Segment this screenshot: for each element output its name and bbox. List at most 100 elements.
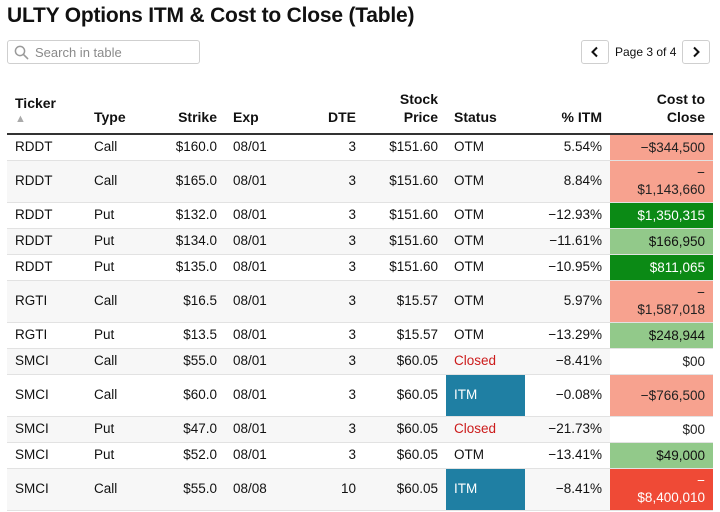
cell-cost-to-close: − $1,143,660 <box>610 160 713 203</box>
cell-cost-to-close: $248,944 <box>610 322 713 349</box>
cell-dte: 3 <box>283 348 364 375</box>
cell-itm-pct: −11.61% <box>525 228 610 255</box>
cell-itm-pct: −13.29% <box>525 322 610 349</box>
chevron-right-icon <box>693 46 701 58</box>
col-ticker[interactable]: Ticker ▲ <box>7 84 86 135</box>
col-type[interactable]: Type <box>86 84 146 135</box>
cell-stock-price: $60.05 <box>364 510 446 512</box>
cell-exp: 08/01 <box>225 442 283 469</box>
cell-itm-pct: 5.97% <box>525 280 610 323</box>
cell-exp: 08/08 <box>225 510 283 512</box>
col-stock-price[interactable]: Stock Price <box>364 84 446 135</box>
cell-itm-pct: −12.93% <box>525 202 610 229</box>
cell-strike: $16.5 <box>146 280 225 323</box>
cell-cost-to-close: $1,350,315 <box>610 202 713 229</box>
cell-cost-to-close: −$344,500 <box>610 134 713 161</box>
table-row: SMCI Call $55.0 08/01 3 $60.05 Closed −8.41% $00 <box>7 348 713 375</box>
cell-dte: 3 <box>283 134 364 161</box>
cell-itm-pct: 8.24% <box>525 510 610 512</box>
col-dte[interactable]: DTE <box>283 84 364 135</box>
cell-type: Call <box>86 348 146 375</box>
col-cost-line2: Close <box>666 109 705 125</box>
cell-ticker: RGTI <box>7 280 86 323</box>
cell-exp: 08/01 <box>225 348 283 375</box>
cell-stock-price: $151.60 <box>364 134 446 161</box>
cell-status: OTM <box>446 228 525 255</box>
cost-value: $811,065 <box>649 259 705 275</box>
table-row: SMCI Call $60.0 08/01 3 $60.05 ITM −0.08% −$766,… <box>7 374 713 417</box>
cost-value-wrapped: $1,143,660 <box>637 182 705 197</box>
col-itm-pct[interactable]: % ITM <box>525 84 610 135</box>
options-table: Ticker ▲ Type Strike Exp DTE Stock Price… <box>7 84 713 512</box>
cell-itm-pct: −13.41% <box>525 442 610 469</box>
cell-cost-to-close: $49,000 <box>610 442 713 469</box>
cell-strike: $55.0 <box>146 468 225 511</box>
cost-value: − <box>697 285 705 300</box>
cell-status: ITM <box>446 374 525 417</box>
col-status[interactable]: Status <box>446 84 525 135</box>
table-row: SMCI Put $52.0 08/01 3 $60.05 OTM −13.41% $49,00… <box>7 442 713 469</box>
col-exp[interactable]: Exp <box>225 84 283 135</box>
cell-ticker: SMCI <box>7 374 86 417</box>
cell-stock-price: $151.60 <box>364 160 446 203</box>
cell-type: Call <box>86 134 146 161</box>
col-strike[interactable]: Strike <box>146 84 225 135</box>
cell-ticker: SMCI <box>7 468 86 511</box>
cell-dte: 3 <box>283 416 364 443</box>
cell-strike: $132.0 <box>146 202 225 229</box>
cost-value: − <box>697 473 705 488</box>
cost-value: −$766,500 <box>640 387 705 403</box>
search-box[interactable] <box>7 40 200 64</box>
cell-type: Put <box>86 322 146 349</box>
cell-cost-to-close: $00 <box>610 348 713 375</box>
col-ticker-label: Ticker <box>15 95 56 111</box>
cell-status: Closed <box>446 416 525 443</box>
cost-value-wrapped: $8,400,010 <box>637 490 705 505</box>
cell-itm-pct: −8.41% <box>525 468 610 511</box>
cell-exp: 08/01 <box>225 280 283 323</box>
cell-dte: 3 <box>283 160 364 203</box>
search-input[interactable] <box>35 44 185 60</box>
cell-exp: 08/01 <box>225 202 283 229</box>
cell-stock-price: $15.57 <box>364 322 446 349</box>
cost-value: $00 <box>682 421 705 437</box>
cell-status: OTM <box>446 280 525 323</box>
cell-strike: $47.0 <box>146 416 225 443</box>
prev-page-button[interactable] <box>581 40 609 64</box>
cell-strike: $52.0 <box>146 442 225 469</box>
cell-exp: 08/01 <box>225 374 283 417</box>
next-page-button[interactable] <box>682 40 711 64</box>
search-icon <box>14 45 29 59</box>
cell-strike: $60.0 <box>146 374 225 417</box>
cell-ticker: SMCI <box>7 510 86 512</box>
cell-stock-price: $60.05 <box>364 416 446 443</box>
table-row: RDDT Put $132.0 08/01 3 $151.60 OTM −12.93% $1,3… <box>7 202 713 229</box>
page-indicator: Page 3 of 4 <box>615 45 677 59</box>
cell-stock-price: $151.60 <box>364 202 446 229</box>
cost-value: $1,350,315 <box>637 207 705 223</box>
cell-itm-pct: 5.54% <box>525 134 610 161</box>
cell-ticker: RDDT <box>7 228 86 255</box>
cell-strike: $65.0 <box>146 510 225 512</box>
cell-itm-pct: −0.08% <box>525 374 610 417</box>
cell-exp: 08/01 <box>225 254 283 281</box>
cell-cost-to-close: $811,065 <box>610 254 713 281</box>
cell-cost-to-close: −$766,500 <box>610 374 713 417</box>
cost-value: −$344,500 <box>640 139 705 155</box>
cell-type: Put <box>86 202 146 229</box>
cell-dte: 10 <box>283 510 364 512</box>
cell-strike: $13.5 <box>146 322 225 349</box>
col-cost-to-close[interactable]: Cost to Close <box>610 84 713 135</box>
cell-type: Call <box>86 374 146 417</box>
cell-ticker: RDDT <box>7 202 86 229</box>
table-row: SMCI Call $55.0 08/08 10 $60.05 ITM −8.41% − $8,4… <box>7 468 713 511</box>
cell-dte: 3 <box>283 374 364 417</box>
cost-value: $166,950 <box>648 233 705 249</box>
cell-dte: 3 <box>283 228 364 255</box>
cell-exp: 08/01 <box>225 134 283 161</box>
table-row: RGTI Put $13.5 08/01 3 $15.57 OTM −13.29% $248,9… <box>7 322 713 349</box>
cell-status: OTM <box>446 322 525 349</box>
cell-itm-pct: −8.41% <box>525 348 610 375</box>
cell-type: Put <box>86 228 146 255</box>
cell-cost-to-close: $00 <box>610 510 713 512</box>
